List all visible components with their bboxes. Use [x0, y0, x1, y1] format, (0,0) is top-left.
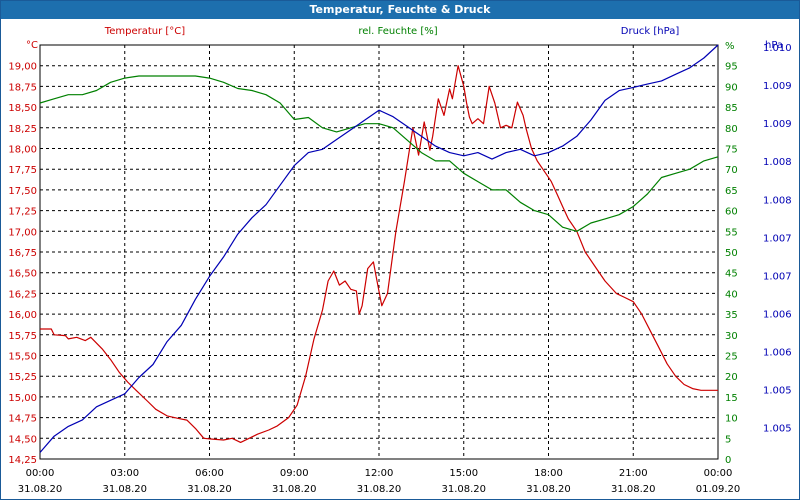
window-title: Temperatur, Feuchte & Druck — [1, 1, 799, 19]
grid — [40, 45, 718, 459]
left-tick-label: 14,50 — [8, 434, 37, 445]
x-tick-date: 31.08.20 — [187, 484, 232, 495]
x-tick-time: 00:00 — [704, 468, 733, 479]
series-line-temperatur — [40, 65, 718, 443]
pressure-tick-label: 1.005 — [763, 424, 792, 435]
x-tick-date: 31.08.20 — [441, 484, 486, 495]
x-tick-date: 31.08.20 — [18, 484, 63, 495]
x-tick-date: 01.09.20 — [696, 484, 741, 495]
x-tick-time: 15:00 — [449, 468, 478, 479]
left-tick-label: 16,25 — [8, 289, 37, 300]
pressure-tick-label: 1.006 — [763, 348, 792, 359]
humidity-tick-label: 5 — [725, 434, 731, 445]
humidity-tick-label: 30 — [725, 331, 738, 342]
x-tick-date: 31.08.20 — [357, 484, 402, 495]
pressure-tick-label: 1.007 — [763, 271, 792, 282]
humidity-tick-label: 70 — [725, 165, 738, 176]
series-line-druck — [39, 44, 719, 453]
legend-temperature: Temperatur [°C] — [104, 26, 185, 37]
pressure-tick-label: 1.009 — [763, 119, 792, 130]
pressure-tick-label: 1.010 — [763, 43, 792, 54]
x-tick-time: 00:00 — [26, 468, 55, 479]
left-tick-label: 19,00 — [8, 62, 37, 73]
left-tick-label: 15,00 — [8, 393, 37, 404]
humidity-tick-label: 55 — [725, 227, 738, 238]
x-tick-date: 31.08.20 — [611, 484, 656, 495]
humidity-tick-label: 85 — [725, 103, 738, 114]
x-tick-date: 31.08.20 — [102, 484, 147, 495]
legend-humidity: rel. Feuchte [%] — [358, 26, 437, 37]
left-tick-label: 15,75 — [8, 331, 37, 342]
left-tick-label: 16,50 — [8, 269, 37, 280]
temperature-unit-label: °C — [26, 40, 38, 51]
humidity-tick-label: 50 — [725, 248, 738, 259]
left-tick-label: 16,00 — [8, 310, 37, 321]
humidity-tick-label: 35 — [725, 310, 738, 321]
pressure-tick-label: 1.008 — [763, 195, 792, 206]
humidity-tick-label: 45 — [725, 269, 738, 280]
left-tick-label: 14,75 — [8, 414, 37, 425]
x-tick-time: 03:00 — [110, 468, 139, 479]
humidity-tick-label: 10 — [725, 414, 738, 425]
humidity-tick-label: 90 — [725, 82, 738, 93]
humidity-tick-label: 80 — [725, 124, 738, 135]
humidity-tick-label: 15 — [725, 393, 738, 404]
plot-border — [39, 44, 719, 460]
x-tick-time: 06:00 — [195, 468, 224, 479]
humidity-tick-label: 65 — [725, 186, 738, 197]
x-tick-time: 21:00 — [619, 468, 648, 479]
left-tick-label: 17,50 — [8, 186, 37, 197]
x-tick-time: 12:00 — [365, 468, 394, 479]
x-tick-time: 09:00 — [280, 468, 309, 479]
pressure-tick-label: 1.006 — [763, 309, 792, 320]
left-tick-label: 17,00 — [8, 227, 37, 238]
humidity-tick-label: 60 — [725, 207, 738, 218]
pressure-unit-label: hPa — [765, 40, 783, 51]
axes: 14,25 14,50 14,75 15,00 15,25 15,50 15,75 16,00… — [8, 26, 791, 495]
left-tick-label: 18,50 — [8, 103, 37, 114]
series-layer — [39, 44, 719, 453]
left-tick-label: 18,00 — [8, 145, 37, 156]
pressure-tick-label: 1.005 — [763, 386, 792, 397]
humidity-tick-label: 75 — [725, 145, 738, 156]
x-tick-date: 31.08.20 — [272, 484, 317, 495]
humidity-tick-label: % — [725, 41, 735, 52]
humidity-tick-label: 95 — [725, 62, 738, 73]
left-tick-label: 17,75 — [8, 165, 37, 176]
left-tick-label: 18,25 — [8, 124, 37, 135]
pressure-tick-label: 1.009 — [763, 81, 792, 92]
legend-pressure: Druck [hPa] — [621, 26, 680, 37]
left-tick-label: 18,75 — [8, 82, 37, 93]
left-tick-label: 16,75 — [8, 248, 37, 259]
left-tick-label: 15,25 — [8, 372, 37, 383]
humidity-tick-label: 25 — [725, 352, 738, 363]
pressure-tick-label: 1.008 — [763, 157, 792, 168]
left-tick-label: 17,25 — [8, 207, 37, 218]
x-tick-time: 18:00 — [534, 468, 563, 479]
pressure-tick-label: 1.007 — [763, 233, 792, 244]
x-tick-date: 31.08.20 — [526, 484, 571, 495]
humidity-tick-label: 40 — [725, 289, 738, 300]
series-line-rel-feuchte — [39, 75, 719, 232]
humidity-tick-label: 20 — [725, 372, 738, 383]
left-tick-label: 14,25 — [8, 455, 37, 466]
left-tick-label: 15,50 — [8, 352, 37, 363]
humidity-tick-label: 0 — [725, 455, 731, 466]
